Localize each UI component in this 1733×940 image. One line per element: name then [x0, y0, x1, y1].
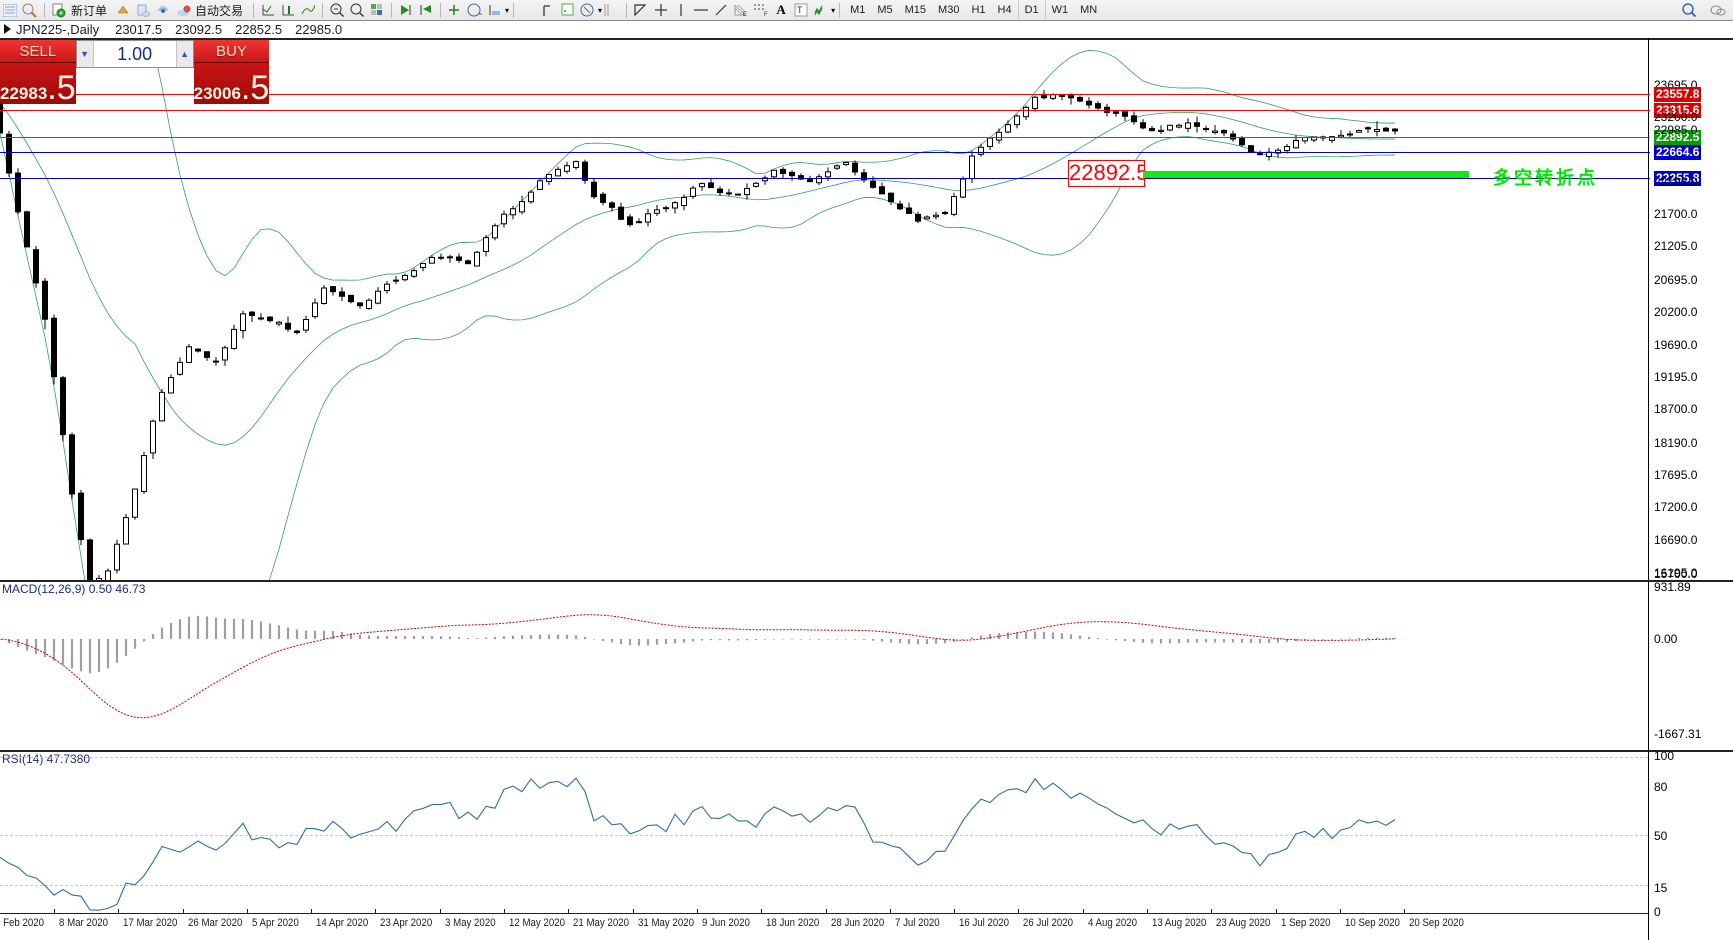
svg-text:E: E: [743, 12, 747, 17]
svg-text:F: F: [764, 12, 768, 17]
svg-text:T: T: [797, 5, 803, 15]
